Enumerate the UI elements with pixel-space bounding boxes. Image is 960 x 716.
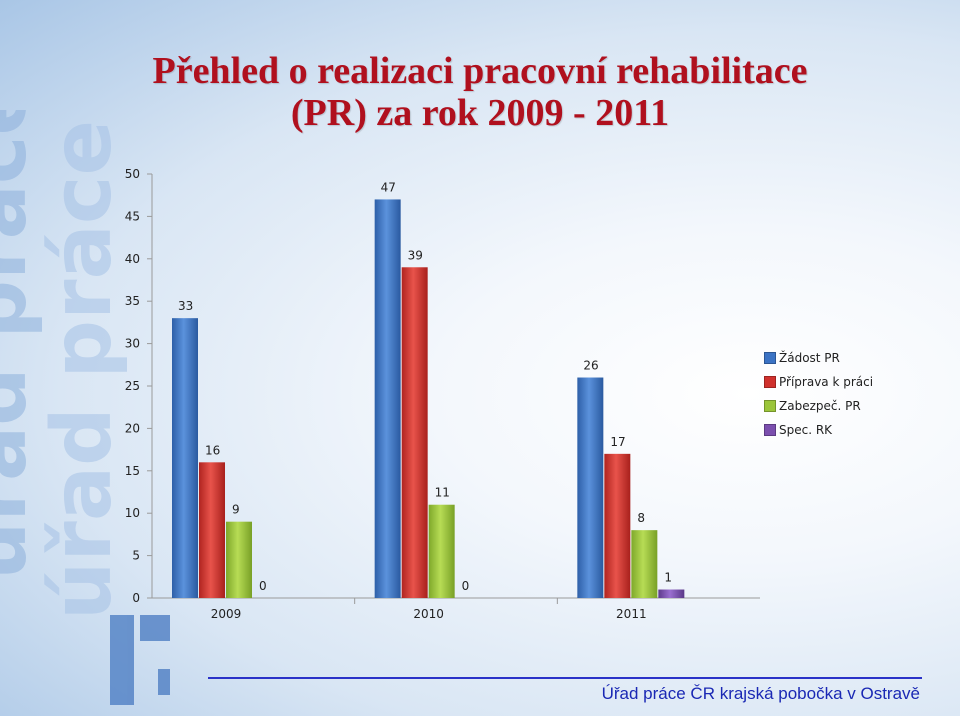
bar-p-prava-k-pr-ci-2009 <box>199 462 225 598</box>
data-label: 17 <box>610 435 625 449</box>
x-tick-label: 2009 <box>211 607 242 621</box>
watermark-text-2: úřad práce <box>35 120 130 620</box>
x-tick-label: 2011 <box>616 607 647 621</box>
data-label: 11 <box>435 486 450 500</box>
bar-zabezpe-pr-2009 <box>226 521 252 598</box>
legend-label: Žádost PR <box>779 351 840 365</box>
data-label: 1 <box>664 571 672 585</box>
data-label: 0 <box>259 579 267 593</box>
legend-swatch <box>764 424 776 436</box>
watermark-logo: úřad práce úřad práce <box>0 110 170 705</box>
y-tick-label: 35 <box>125 294 140 308</box>
chart-legend: Žádost PR Příprava k práci Zabezpeč. PR Spe… <box>764 346 873 442</box>
data-label: 9 <box>232 503 240 517</box>
y-tick-label: 45 <box>125 209 140 223</box>
y-tick-label: 25 <box>125 379 140 393</box>
legend-label: Zabezpeč. PR <box>779 399 861 413</box>
y-tick-label: 30 <box>125 337 140 351</box>
data-label: 16 <box>205 443 220 457</box>
bar--dost-pr-2010 <box>374 199 401 598</box>
legend-label: Příprava k práci <box>779 375 874 389</box>
bar-p-prava-k-pr-ci-2011 <box>604 453 631 598</box>
y-tick-label: 5 <box>132 549 140 563</box>
bar--dost-pr-2009 <box>172 318 198 598</box>
footer-text: Úřad práce ČR krajská pobočka v Ostravě <box>601 684 920 703</box>
y-tick-label: 15 <box>125 464 140 478</box>
data-label: 8 <box>637 511 645 525</box>
legend-item: Žádost PR <box>764 346 873 370</box>
bar-zabezpe-pr-2011 <box>631 530 658 598</box>
data-label: 47 <box>381 180 396 194</box>
legend-swatch <box>764 352 776 364</box>
y-tick-label: 10 <box>125 506 140 520</box>
bar-spec-rk-2011 <box>658 589 685 598</box>
data-label: 39 <box>408 248 423 262</box>
bar--dost-pr-2011 <box>577 377 604 598</box>
data-label: 0 <box>462 579 470 593</box>
legend-swatch <box>764 400 776 412</box>
x-tick-label: 2010 <box>413 607 444 621</box>
bar-p-prava-k-pr-ci-2010 <box>401 267 428 598</box>
legend-item: Zabezpeč. PR <box>764 394 873 418</box>
y-tick-label: 40 <box>125 252 140 266</box>
data-label: 26 <box>583 359 598 373</box>
watermark-text-1: úřad práce <box>0 110 45 580</box>
urad-prace-logo-mark <box>110 615 170 705</box>
y-tick-label: 20 <box>125 421 140 435</box>
data-label: 33 <box>178 299 193 313</box>
legend-swatch <box>764 376 776 388</box>
page-title: Přehled o realizaci pracovní rehabilitac… <box>0 50 960 134</box>
legend-item: Příprava k práci <box>764 370 873 394</box>
y-tick-label: 0 <box>132 591 140 605</box>
footer-divider <box>208 677 922 679</box>
legend-item: Spec. RK <box>764 418 873 442</box>
legend-label: Spec. RK <box>779 423 833 437</box>
title-line-1: Přehled o realizaci pracovní rehabilitac… <box>152 50 808 92</box>
title-line-2: (PR) za rok 2009 - 2011 <box>290 92 670 134</box>
bar-zabezpe-pr-2010 <box>428 504 455 598</box>
y-tick-label: 50 <box>125 167 140 181</box>
